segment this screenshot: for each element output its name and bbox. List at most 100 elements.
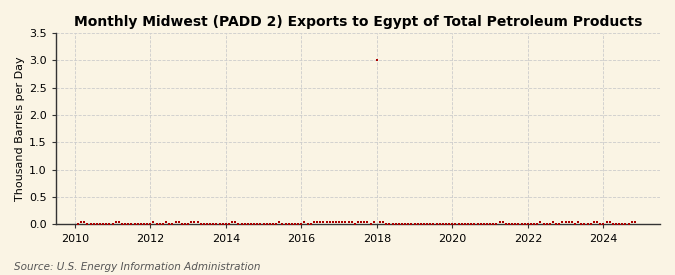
Point	[315, 219, 325, 224]
Point	[573, 219, 584, 224]
Point	[117, 222, 128, 227]
Point	[321, 219, 332, 224]
Point	[428, 222, 439, 227]
Point	[447, 222, 458, 227]
Point	[227, 219, 238, 224]
Point	[557, 219, 568, 224]
Point	[142, 222, 153, 227]
Y-axis label: Thousand Barrels per Day: Thousand Barrels per Day	[15, 56, 25, 201]
Point	[107, 222, 118, 227]
Point	[113, 219, 124, 224]
Point	[293, 222, 304, 227]
Point	[148, 219, 159, 224]
Point	[456, 222, 467, 227]
Point	[623, 222, 634, 227]
Point	[576, 222, 587, 227]
Point	[469, 222, 480, 227]
Point	[221, 222, 232, 227]
Point	[570, 222, 580, 227]
Point	[267, 222, 278, 227]
Point	[362, 219, 373, 224]
Point	[350, 222, 360, 227]
Point	[324, 219, 335, 224]
Point	[409, 222, 420, 227]
Point	[195, 222, 206, 227]
Point	[180, 222, 190, 227]
Point	[129, 222, 140, 227]
Point	[626, 219, 637, 224]
Point	[242, 222, 253, 227]
Point	[403, 222, 414, 227]
Point	[91, 222, 102, 227]
Point	[545, 222, 556, 227]
Point	[564, 219, 574, 224]
Point	[585, 222, 596, 227]
Point	[95, 222, 105, 227]
Point	[155, 222, 165, 227]
Point	[601, 219, 612, 224]
Point	[192, 219, 203, 224]
Point	[286, 222, 297, 227]
Point	[579, 222, 590, 227]
Point	[308, 219, 319, 224]
Point	[164, 222, 175, 227]
Point	[485, 222, 495, 227]
Point	[507, 222, 518, 227]
Point	[547, 219, 558, 224]
Point	[110, 219, 121, 224]
Point	[157, 222, 168, 227]
Point	[611, 222, 622, 227]
Point	[595, 222, 605, 227]
Point	[119, 222, 130, 227]
Point	[176, 222, 187, 227]
Point	[318, 219, 329, 224]
Point	[535, 219, 546, 224]
Point	[343, 219, 354, 224]
Point	[151, 222, 162, 227]
Point	[375, 219, 385, 224]
Point	[214, 222, 225, 227]
Point	[598, 222, 609, 227]
Point	[497, 219, 508, 224]
Point	[246, 222, 256, 227]
Point	[519, 222, 530, 227]
Point	[236, 222, 247, 227]
Point	[532, 222, 543, 227]
Point	[331, 219, 342, 224]
Point	[296, 222, 306, 227]
Point	[123, 222, 134, 227]
Point	[261, 222, 272, 227]
Point	[277, 222, 288, 227]
Point	[136, 222, 146, 227]
Point	[161, 219, 171, 224]
Point	[394, 222, 404, 227]
Point	[387, 222, 398, 227]
Point	[346, 219, 357, 224]
Point	[265, 222, 275, 227]
Point	[418, 222, 429, 227]
Point	[259, 222, 269, 227]
Point	[211, 222, 222, 227]
Point	[504, 222, 514, 227]
Point	[620, 222, 630, 227]
Point	[416, 222, 427, 227]
Point	[583, 222, 593, 227]
Text: Source: U.S. Energy Information Administration: Source: U.S. Energy Information Administ…	[14, 262, 260, 272]
Point	[189, 219, 200, 224]
Point	[167, 222, 178, 227]
Point	[76, 219, 86, 224]
Point	[365, 222, 376, 227]
Point	[444, 222, 455, 227]
Point	[500, 222, 511, 227]
Point	[312, 219, 323, 224]
Point	[450, 222, 461, 227]
Point	[453, 222, 464, 227]
Point	[589, 219, 599, 224]
Point	[173, 219, 184, 224]
Point	[132, 222, 143, 227]
Point	[371, 58, 382, 62]
Point	[223, 222, 234, 227]
Point	[369, 219, 379, 224]
Point	[280, 222, 291, 227]
Point	[412, 222, 423, 227]
